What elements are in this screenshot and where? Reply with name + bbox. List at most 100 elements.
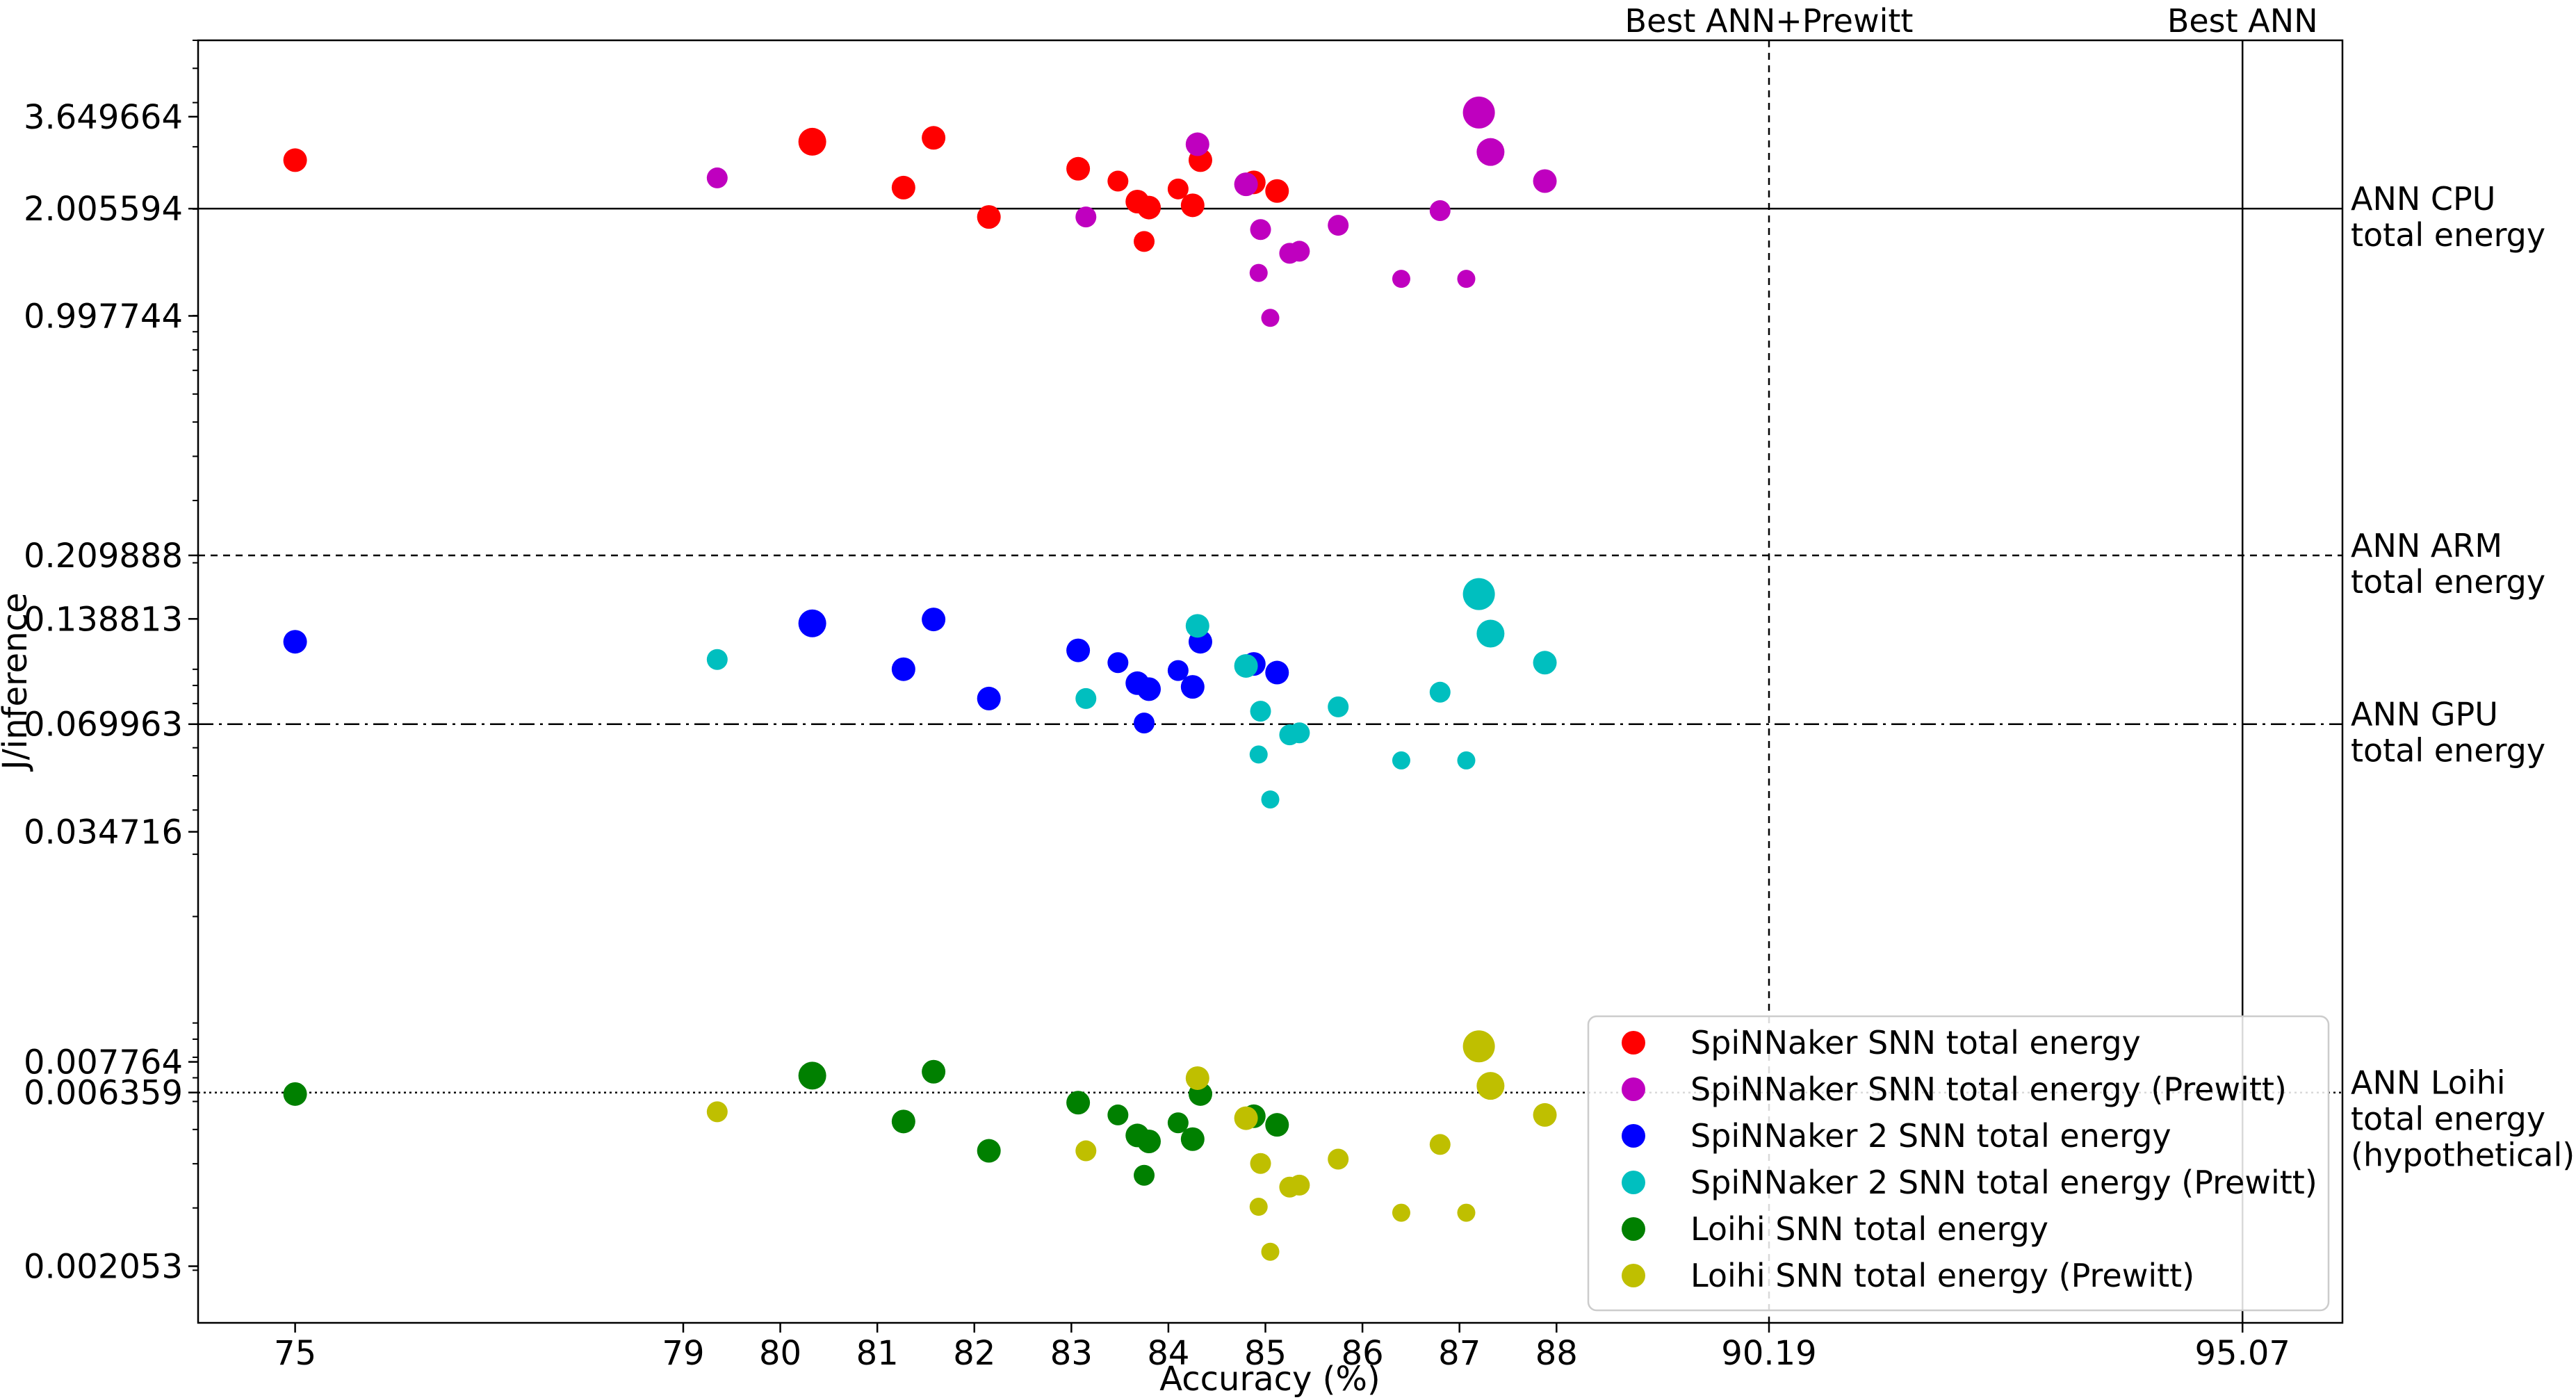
point-series-0 (1265, 179, 1289, 203)
point-series-5 (706, 1101, 728, 1123)
x-tick-label: 75 (274, 1334, 316, 1373)
point-series-5 (1289, 1174, 1310, 1196)
legend-label: SpiNNaker 2 SNN total energy (1690, 1117, 2171, 1155)
point-series-0 (922, 126, 946, 150)
point-series-2 (1167, 660, 1189, 681)
point-series-2 (1107, 652, 1129, 674)
point-series-4 (1107, 1104, 1129, 1125)
point-series-1 (1328, 215, 1349, 236)
legend-label: SpiNNaker 2 SNN total energy (Prewitt) (1690, 1164, 2317, 1201)
x-tick-label: 80 (759, 1334, 801, 1373)
point-series-1 (1250, 219, 1271, 241)
legend-marker (1622, 1077, 1645, 1101)
point-series-5 (1250, 1153, 1271, 1174)
point-series-3 (1533, 651, 1557, 675)
plot-frame (197, 39, 2344, 1324)
x-tick-label: 83 (1050, 1334, 1093, 1373)
point-series-1 (1234, 172, 1258, 197)
point-series-3 (1476, 619, 1505, 648)
point-series-0 (1137, 195, 1161, 220)
point-series-1 (1476, 138, 1505, 166)
y-tick-label: 0.138813 (24, 600, 183, 639)
x-tick-label: 82 (953, 1334, 995, 1373)
point-series-3 (1457, 751, 1476, 770)
y-tick-label: 0.034716 (24, 813, 183, 852)
point-series-3 (1075, 687, 1097, 709)
ref-line-h-label: total energy (2351, 563, 2545, 601)
point-series-0 (1107, 170, 1129, 192)
point-series-2 (1137, 677, 1161, 701)
point-series-3 (1328, 696, 1349, 717)
point-series-4 (977, 1139, 1001, 1163)
point-series-2 (1265, 660, 1289, 685)
y-axis-ticks: 3.649664 2.005594 0.997744 0.209888 0.138813… (24, 40, 198, 1287)
point-series-2 (977, 686, 1001, 710)
point-series-1 (1261, 309, 1280, 327)
point-series-1 (1289, 241, 1310, 262)
legend-marker (1622, 1264, 1645, 1287)
y-tick-label: 0.006359 (24, 1074, 183, 1113)
point-series-2 (798, 609, 826, 637)
x-tick-label: 86 (1342, 1334, 1384, 1373)
ref-line-h-label: total energy (2351, 732, 2545, 770)
point-series-2 (891, 657, 915, 681)
legend-items: SpiNNaker SNN total energy SpiNNaker SNN … (1622, 1024, 2317, 1294)
legend-marker (1622, 1124, 1645, 1148)
legend-box (1587, 1015, 2330, 1312)
point-series-1 (1249, 263, 1268, 282)
point-series-5 (1429, 1134, 1451, 1155)
point-series-4 (283, 1082, 307, 1106)
point-series-5 (1249, 1198, 1268, 1216)
point-series-1 (1075, 206, 1097, 228)
legend-label: Loihi SNN total energy (1690, 1210, 2048, 1248)
point-series-4 (1137, 1130, 1161, 1154)
y-tick-label: 2.005594 (24, 190, 183, 229)
point-series-0 (1134, 231, 1155, 252)
legend: SpiNNaker SNN total energy SpiNNaker SNN … (1587, 1015, 2330, 1312)
point-series-1 (1457, 270, 1476, 288)
point-series-1 (706, 167, 728, 188)
point-series-2 (283, 630, 307, 654)
scatter-points (283, 96, 1557, 1261)
y-tick-label: 0.007764 (24, 1043, 183, 1082)
point-series-3 (1234, 653, 1258, 678)
point-series-0 (977, 205, 1001, 229)
point-series-3 (706, 649, 728, 670)
point-series-5 (1457, 1203, 1476, 1222)
x-tick-label: 79 (662, 1334, 704, 1373)
point-series-5 (1533, 1102, 1557, 1127)
ref-line-h-label: ANN GPU (2351, 696, 2498, 733)
ref-line-v-label: Best ANN (2167, 2, 2318, 40)
legend-label: SpiNNaker SNN total energy (Prewitt) (1690, 1071, 2287, 1108)
y-tick-label: 0.069963 (24, 706, 183, 744)
x-tick-label: 87 (1438, 1334, 1481, 1373)
point-series-5 (1261, 1242, 1280, 1261)
point-series-2 (922, 608, 946, 632)
point-series-4 (1066, 1091, 1091, 1115)
point-series-4 (922, 1059, 946, 1084)
ref-line-h-label: (hypothetical) (2351, 1137, 2575, 1174)
point-series-1 (1462, 96, 1495, 129)
point-series-3 (1185, 614, 1209, 638)
legend-marker (1622, 1217, 1645, 1241)
ref-line-h-label: ANN Loihi (2351, 1064, 2506, 1102)
point-series-1 (1392, 270, 1410, 288)
point-series-1 (1533, 169, 1557, 193)
ref-line-h-label: ANN ARM (2351, 527, 2502, 564)
point-series-2 (1134, 713, 1155, 734)
y-tick-label: 0.209888 (24, 537, 183, 576)
point-series-3 (1249, 745, 1268, 764)
legend-marker (1622, 1171, 1645, 1194)
ref-line-h-label: total energy (2351, 216, 2545, 254)
y-tick-label: 3.649664 (24, 98, 183, 137)
point-series-4 (1134, 1164, 1155, 1186)
ref-line-h-label: total energy (2351, 1100, 2545, 1138)
point-series-1 (1185, 132, 1209, 156)
point-series-0 (283, 148, 307, 172)
x-tick-label: 90.19 (1721, 1334, 1816, 1373)
point-series-0 (1066, 156, 1091, 181)
point-series-5 (1476, 1072, 1505, 1100)
point-series-5 (1234, 1106, 1258, 1130)
